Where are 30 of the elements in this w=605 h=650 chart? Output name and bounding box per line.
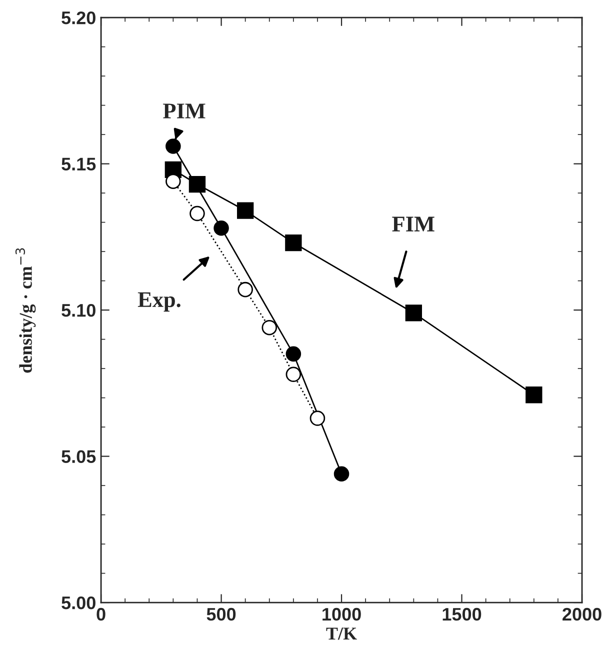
y-tick-label: 5.15	[62, 158, 96, 171]
x-tick-label: 1000	[322, 608, 361, 621]
y-tick-label: 5.05	[62, 450, 96, 464]
point	[214, 220, 229, 236]
point	[285, 234, 302, 252]
annotation: PIM	[163, 104, 206, 118]
point	[166, 138, 181, 154]
point	[405, 304, 422, 322]
x-tick-label: 1500	[442, 608, 482, 621]
x-tick-label: 2000	[562, 608, 602, 621]
x-tick-label: 500	[206, 608, 236, 621]
point	[526, 386, 542, 404]
y-axis-title: density/g · cm$^{−3}$	[15, 248, 36, 373]
y-tick-label: 5.10	[62, 304, 96, 317]
point	[236, 202, 254, 219]
point	[262, 320, 278, 336]
point	[238, 282, 253, 298]
point	[190, 206, 205, 222]
x-axis-title: T/K	[326, 628, 357, 640]
point	[334, 466, 350, 482]
point	[310, 410, 326, 426]
point	[286, 366, 302, 382]
point	[188, 176, 206, 193]
y-tick-label: 5.20	[62, 11, 96, 24]
point	[286, 346, 302, 362]
point	[166, 174, 181, 189]
y-tick-label: 5.00	[62, 596, 96, 610]
annotation: FIM	[392, 216, 434, 232]
x-tick-label: 0	[96, 608, 106, 621]
annotation: Exp.	[138, 292, 180, 312]
